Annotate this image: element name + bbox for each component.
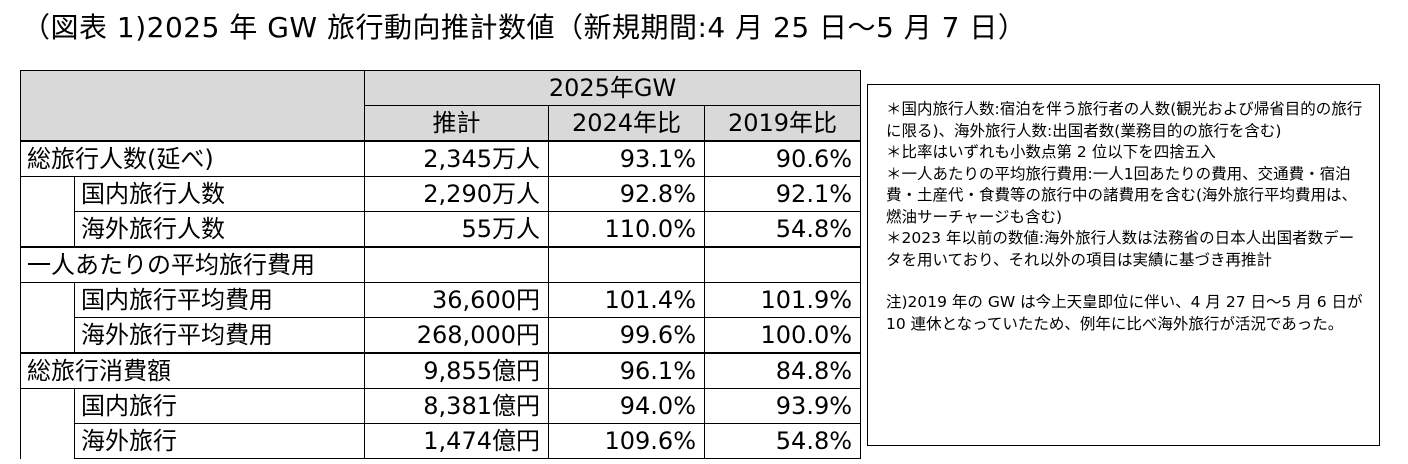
cell-vs-2019: 93.9% [703, 388, 862, 424]
row-label: 国内旅行 [74, 388, 365, 424]
cell-vs-2024: 94.0% [548, 388, 705, 424]
cell-vs-2019: 90.6% [703, 140, 862, 177]
cell-estimate: 8,381億円 [364, 388, 549, 424]
cell-estimate: 2,345万人 [364, 140, 549, 177]
cell-vs-2024: 96.1% [548, 352, 705, 389]
column-header-vs-2024: 2024年比 [548, 105, 705, 142]
note-item: ＊比率はいずれも小数点第 2 位以下を四捨五入 [886, 143, 1216, 161]
column-header-estimate: 推計 [364, 105, 549, 142]
table-row: 国内旅行人数 2,290万人 92.8% 92.1% [20, 176, 862, 247]
indent-spacer [20, 282, 75, 353]
cell-vs-2019: 84.8% [703, 352, 862, 389]
cell-vs-2024: 109.6% [548, 423, 705, 459]
table-row: 一人あたりの平均旅行費用 [20, 246, 862, 283]
column-header-vs-2019: 2019年比 [703, 105, 862, 142]
cell-estimate: 268,000円 [364, 317, 549, 354]
note-item: ＊2023 年以前の数値:海外旅行人数は法務省の日本人出国者数データを用いており… [886, 229, 1355, 269]
row-label: 海外旅行人数 [74, 211, 365, 248]
cell-vs-2019: 101.9% [703, 282, 862, 318]
indent-spacer [20, 388, 75, 459]
page-title: （図表 1)2025 年 GW 旅行動向推計数値（新規期間:4 月 25 日～5… [22, 11, 1027, 44]
table-row: 海外旅行平均費用 268,000円 99.6% 100.0% [21, 317, 862, 354]
cell-vs-2024: 101.4% [548, 282, 705, 318]
note-item: ＊国内旅行人数:宿泊を伴う旅行者の人数(観光および帰省目的の旅行に限る)、海外旅… [886, 100, 1363, 140]
table-header-row-1: 2025年GW [20, 70, 862, 142]
cell-vs-2024: 92.8% [548, 176, 705, 212]
cell-vs-2019: 54.8% [703, 423, 862, 459]
cell-estimate: 2,290万人 [364, 176, 549, 212]
row-label: 海外旅行 [74, 423, 365, 459]
row-label: 国内旅行平均費用 [74, 282, 365, 318]
cell-vs-2019: 54.8% [703, 211, 862, 248]
cell-vs-2024 [548, 246, 705, 283]
table-row: 総旅行人数(延べ) 2,345万人 93.1% 90.6% [20, 140, 862, 177]
table-header-row-2: 推計 2024年比 2019年比 [21, 105, 862, 142]
row-label: 総旅行消費額 [20, 352, 365, 389]
note-item: ＊一人あたりの平均旅行費用:一人1回あたりの費用、交通費・宿泊費・土産代・食費等… [886, 164, 1358, 226]
row-label: 総旅行人数(延べ) [20, 140, 365, 177]
table-row: 国内旅行 8,381億円 94.0% 93.9% [20, 388, 862, 459]
cell-vs-2019: 92.1% [703, 176, 862, 212]
cell-vs-2024: 99.6% [548, 317, 705, 354]
notes-box: ＊国内旅行人数:宿泊を伴う旅行者の人数(観光および帰省目的の旅行に限る)、海外旅… [867, 84, 1380, 446]
row-label: 国内旅行人数 [74, 176, 365, 212]
indent-spacer [20, 176, 75, 247]
notes-spacer [886, 271, 1365, 292]
header-corner [20, 70, 365, 142]
cell-estimate: 36,600円 [364, 282, 549, 318]
row-label: 海外旅行平均費用 [74, 317, 365, 354]
cell-estimate: 9,855億円 [364, 352, 549, 389]
cell-vs-2019 [703, 246, 862, 283]
cell-estimate: 1,474億円 [364, 423, 549, 459]
row-label: 一人あたりの平均旅行費用 [20, 246, 365, 283]
cell-vs-2019: 100.0% [703, 317, 862, 354]
cell-vs-2024: 93.1% [548, 140, 705, 177]
cell-vs-2024: 110.0% [548, 211, 705, 248]
table-row: 国内旅行平均費用 36,600円 101.4% 101.9% [20, 282, 862, 353]
footnote: 注)2019 年の GW は今上天皇即位に伴い、4 月 27 日～5 月 6 日… [886, 293, 1363, 333]
table-row: 海外旅行 1,474億円 109.6% 54.8% [21, 423, 862, 459]
group-header: 2025年GW [363, 70, 862, 106]
cell-estimate: 55万人 [364, 211, 549, 248]
table-row: 総旅行消費額 9,855億円 96.1% 84.8% [20, 352, 862, 389]
gw-travel-table: 2025年GW 推計 2024年比 2019年比 総旅行人数(延べ) 2,345… [20, 70, 862, 459]
cell-estimate [364, 246, 549, 283]
table-row: 海外旅行人数 55万人 110.0% 54.8% [21, 211, 862, 248]
